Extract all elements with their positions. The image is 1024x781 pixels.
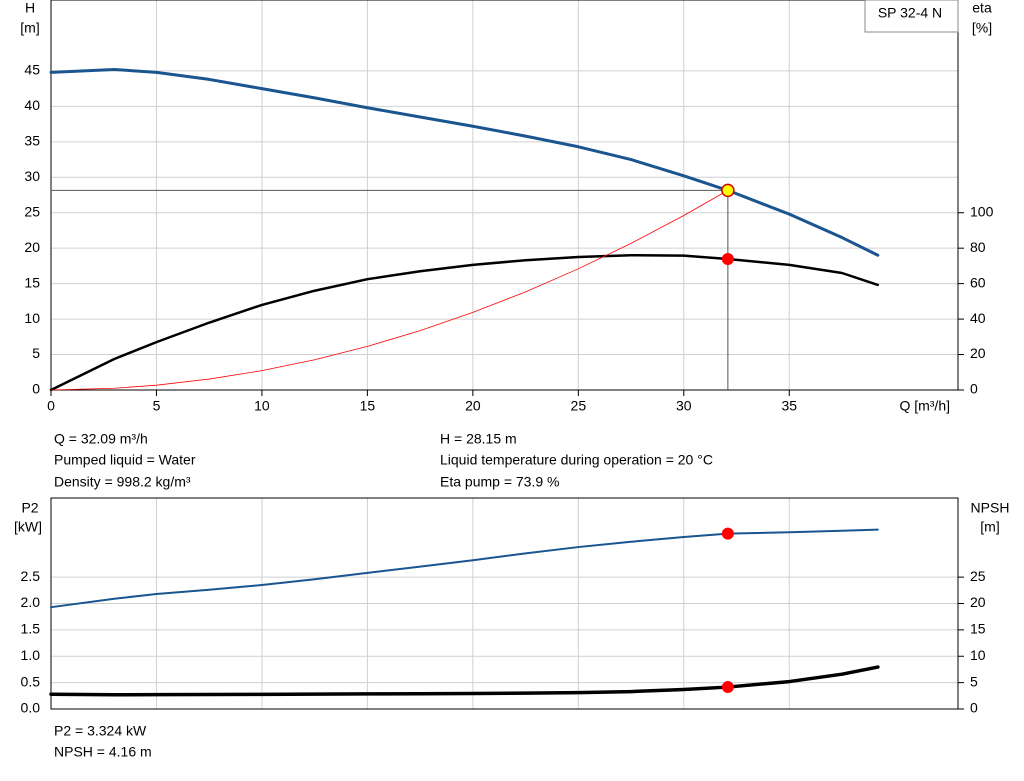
y2-tick-label: 80 (970, 239, 986, 255)
x-tick-label: 30 (676, 398, 692, 414)
info-text: NPSH = 4.16 m (54, 744, 152, 760)
y2-tick-label: 0 (970, 381, 978, 397)
y-tick-label: 2.0 (21, 594, 41, 610)
y-tick-label: 0.0 (21, 700, 41, 716)
curve (50, 528, 879, 609)
x-tick-label: 25 (571, 398, 587, 414)
x-tick-label: 15 (360, 398, 376, 414)
y2-axis-unit: [%] (972, 20, 992, 36)
y2-axis-label: NPSH (971, 500, 1010, 516)
info-text: Q = 32.09 m³/h (54, 431, 148, 447)
operating-point (721, 183, 735, 198)
operating-point (721, 252, 734, 265)
info-text: Liquid temperature during operation = 20… (440, 452, 713, 468)
y-tick-label: 20 (24, 239, 40, 255)
curve (49, 254, 880, 392)
x-tick-label: 35 (781, 398, 797, 414)
operating-point (721, 681, 734, 694)
info-text: P2 = 3.324 kW (54, 723, 147, 739)
y2-tick-label: 25 (970, 568, 986, 584)
y2-axis-label: eta (972, 0, 992, 16)
info-text: Density = 998.2 kg/m³ (54, 474, 191, 490)
y-tick-label: 2.5 (21, 568, 41, 584)
y2-tick-label: 0 (970, 700, 978, 716)
operating-point (721, 527, 734, 540)
x-tick-label: 0 (47, 398, 55, 414)
y2-tick-label: 10 (970, 647, 986, 663)
y-axis-label: P2 (21, 500, 38, 516)
x-tick-label: 5 (153, 398, 161, 414)
y-axis-unit: [kW] (14, 519, 42, 535)
info-text: H = 28.15 m (440, 431, 517, 447)
info-text: Pumped liquid = Water (54, 452, 196, 468)
y-tick-label: 35 (24, 133, 40, 149)
info-text: Eta pump = 73.9 % (440, 474, 559, 490)
y-tick-label: 0.5 (21, 673, 41, 689)
y-tick-label: 1.0 (21, 647, 41, 663)
y2-tick-label: 100 (970, 203, 994, 219)
y2-tick-label: 5 (970, 673, 978, 689)
y-tick-label: 25 (24, 203, 40, 219)
y2-tick-label: 20 (970, 345, 986, 361)
y-tick-label: 40 (24, 97, 40, 113)
y2-tick-label: 60 (970, 274, 986, 290)
y-tick-label: 15 (24, 274, 40, 290)
y-tick-label: 1.5 (21, 621, 41, 637)
y-tick-label: 10 (24, 310, 40, 326)
curve (50, 189, 729, 391)
chart-title: SP 32-4 N (878, 5, 942, 21)
y2-axis-unit: [m] (980, 519, 999, 535)
y2-tick-label: 20 (970, 594, 986, 610)
x-tick-label: 10 (254, 398, 270, 414)
y-tick-label: 0 (32, 381, 40, 397)
plot-frame (50, 0, 959, 391)
title-box (864, 0, 959, 33)
y-tick-label: 5 (32, 345, 40, 361)
x-tick-label: 20 (465, 398, 481, 414)
y-tick-label: 45 (24, 62, 40, 78)
y2-tick-label: 40 (970, 310, 986, 326)
y-tick-label: 30 (24, 168, 40, 184)
y-axis-unit: [m] (20, 20, 39, 36)
y2-tick-label: 15 (970, 621, 986, 637)
curve (49, 67, 880, 257)
curve (49, 665, 880, 697)
y-axis-label: H (25, 0, 35, 16)
x-axis-label: Q [m³/h] (899, 398, 950, 414)
